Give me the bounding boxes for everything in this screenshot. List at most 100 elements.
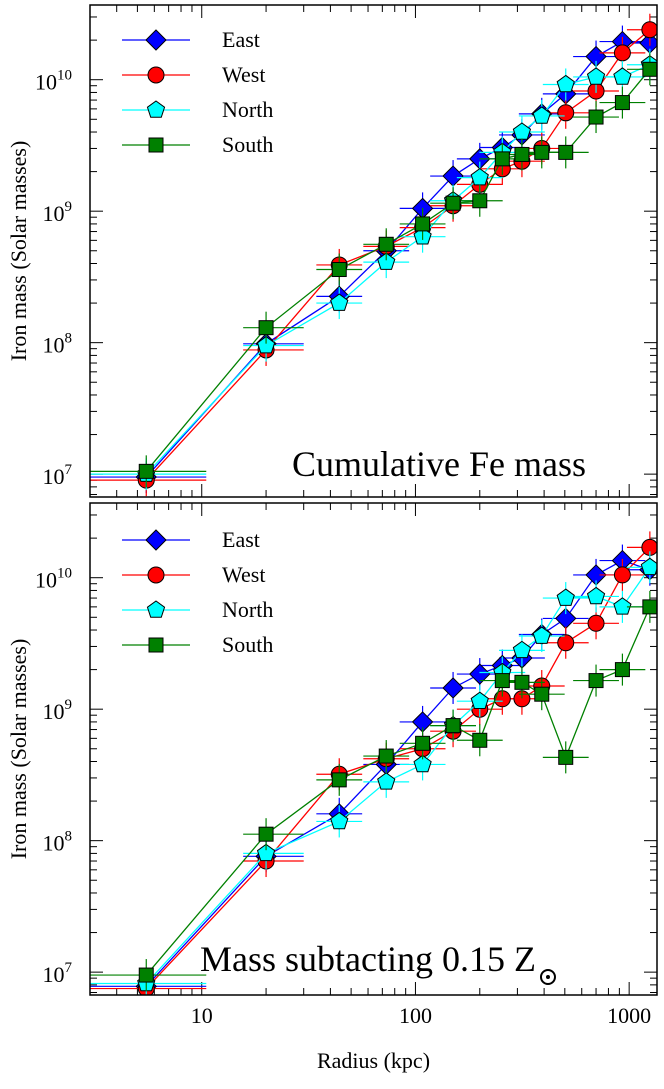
series-west	[90, 13, 657, 497]
data-point-south	[642, 61, 657, 77]
data-point-west	[557, 104, 575, 122]
data-point-north	[256, 843, 276, 862]
y-tick-label: 108	[43, 331, 73, 358]
sun-symbol-icon	[539, 969, 556, 985]
data-point-north	[377, 252, 396, 270]
axis-ticks	[89, 5, 657, 497]
data-point-south	[258, 320, 274, 336]
series-line-north	[145, 64, 651, 475]
legend-label-south: South	[222, 632, 273, 657]
data-point-south	[534, 686, 550, 702]
legend-label-north: North	[222, 597, 273, 622]
data-point-north	[613, 597, 632, 615]
data-point-south	[472, 732, 488, 748]
data-point-north	[532, 626, 551, 644]
series-line-north	[145, 566, 651, 984]
legend-marker-west	[147, 566, 165, 584]
series-south	[90, 590, 657, 992]
y-tick-label: 109	[43, 697, 73, 724]
plot-frame	[89, 4, 658, 498]
series-west	[90, 531, 657, 995]
data-point-north	[586, 586, 606, 605]
data-point-south	[378, 236, 394, 252]
data-point-south	[534, 144, 550, 160]
legend: East West North South	[122, 27, 273, 157]
data-point-west	[613, 44, 631, 62]
data-point-east	[469, 663, 491, 685]
series-east	[90, 544, 657, 995]
data-point-west	[587, 614, 605, 632]
data-point-south	[331, 772, 347, 788]
data-point-north	[512, 640, 532, 659]
data-point-north	[413, 754, 432, 773]
legend-marker-south	[148, 637, 164, 653]
data-point-south	[514, 146, 530, 162]
data-point-south	[514, 674, 530, 690]
data-point-south	[472, 193, 488, 209]
data-point-south	[494, 673, 510, 689]
data-point-north	[512, 122, 532, 140]
data-point-south	[494, 151, 510, 167]
data-point-south	[588, 109, 604, 125]
data-point-north	[532, 106, 551, 124]
series-line-south	[145, 606, 651, 976]
plot-area	[90, 531, 657, 995]
data-point-west	[641, 21, 657, 39]
error-bars-west	[90, 531, 657, 995]
panel-1: 107 108 109 1010 Iron mass (Solar masses) Eas…	[6, 4, 658, 498]
x-axis-title: Radius (kpc)	[317, 1048, 430, 1073]
series-line-east	[145, 559, 651, 987]
legend-marker-north	[146, 600, 166, 618]
plot-area	[90, 13, 657, 497]
legend-marker-north	[146, 100, 166, 118]
data-point-south	[445, 718, 461, 734]
series-line-east	[145, 40, 650, 478]
data-point-south	[138, 967, 154, 983]
x-tick-label: 100	[399, 1003, 432, 1028]
data-point-south	[642, 599, 657, 615]
data-point-east	[442, 677, 464, 699]
data-point-south	[378, 748, 394, 764]
data-point-north	[377, 772, 396, 790]
data-point-south	[331, 262, 347, 278]
data-point-north	[330, 293, 349, 311]
data-point-south	[614, 662, 630, 678]
x-tick-label: 1000	[607, 1003, 651, 1028]
legend-label-west: West	[222, 62, 265, 87]
error-bars-west	[90, 13, 657, 497]
data-point-south	[258, 826, 274, 842]
legend-label-east: East	[222, 527, 260, 552]
data-point-south	[138, 463, 154, 479]
legend-marker-east	[145, 529, 167, 551]
data-point-south	[614, 95, 630, 111]
axis-ticks	[89, 503, 657, 995]
legend-label-south: South	[222, 132, 273, 157]
data-point-south	[558, 144, 574, 160]
plot-frame	[89, 502, 658, 996]
data-point-south	[415, 216, 431, 232]
error-bars-south	[90, 590, 657, 992]
data-point-north	[556, 74, 575, 93]
data-point-south	[415, 735, 431, 751]
panel-annotation: Cumulative Fe mass	[292, 444, 586, 484]
data-point-north	[330, 811, 349, 830]
y-tick-label: 108	[43, 829, 73, 856]
data-point-north	[256, 335, 276, 354]
data-point-north	[586, 67, 606, 85]
legend-marker-west	[147, 66, 165, 84]
y-tick-label: 1010	[35, 68, 72, 95]
y-axis-title: Iron mass (Solar masses)	[6, 141, 31, 362]
data-point-south	[588, 673, 604, 689]
legend-marker-east	[145, 29, 167, 51]
data-point-west	[557, 634, 575, 652]
legend-label-west: West	[222, 562, 265, 587]
legend-label-north: North	[222, 97, 273, 122]
x-tick-label: 10	[191, 1003, 213, 1028]
series-line-south	[145, 68, 651, 472]
y-tick-label: 107	[43, 960, 73, 987]
panel-annotation: Mass subtacting 0.15 Z	[200, 939, 536, 979]
data-point-south	[445, 195, 461, 211]
data-point-west	[613, 566, 631, 584]
